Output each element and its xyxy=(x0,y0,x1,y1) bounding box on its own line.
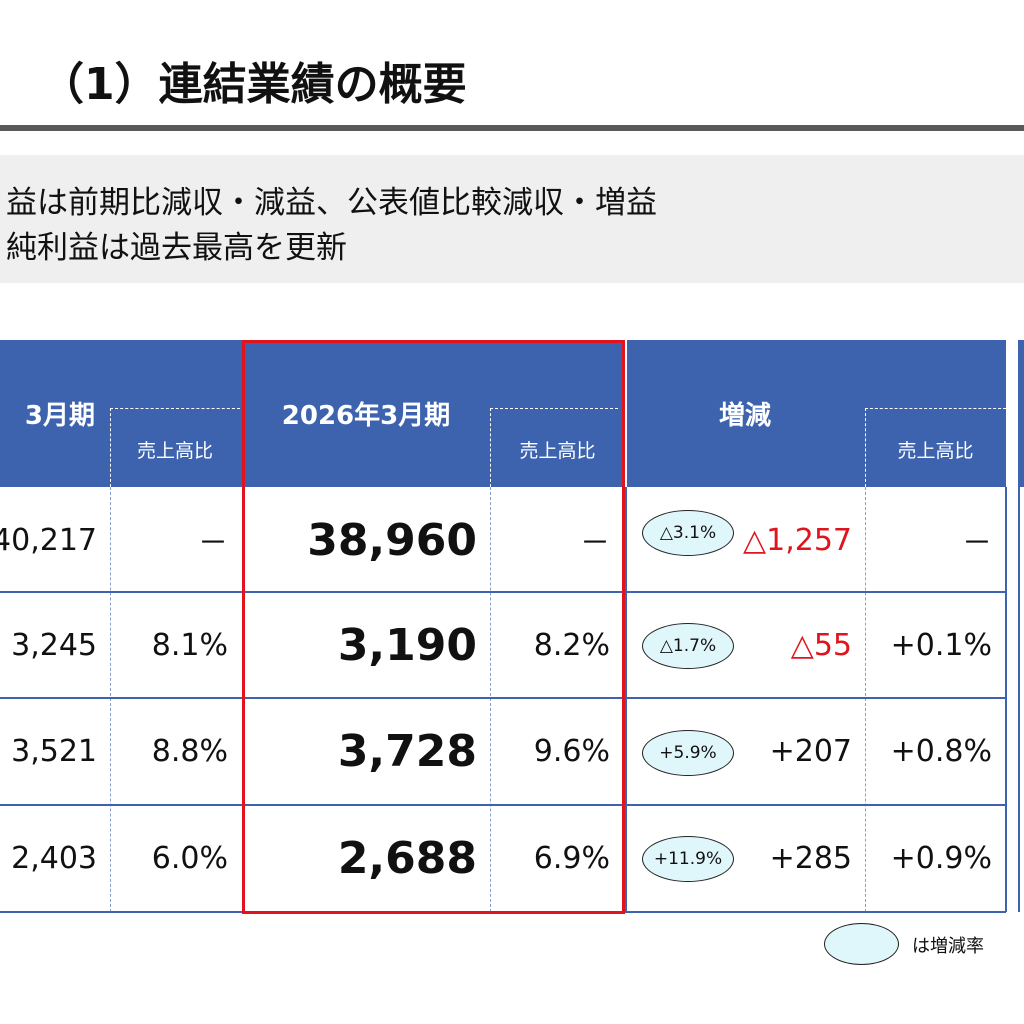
border xyxy=(1005,487,1007,912)
border xyxy=(0,591,1006,593)
header: 売上高比 xyxy=(519,440,596,462)
rate-badge: +5.9% xyxy=(642,730,734,776)
cell: 2,403 xyxy=(11,840,97,876)
summary-line: 純利益は過去最高を更新 xyxy=(6,230,347,266)
divider xyxy=(625,340,627,487)
cell: 6.9% xyxy=(533,840,610,876)
legend-label: は増減率 xyxy=(912,936,984,957)
cell: － xyxy=(198,526,228,561)
cell: － xyxy=(962,526,992,561)
cell: +0.1% xyxy=(890,627,992,663)
header: 売上高比 xyxy=(136,440,213,462)
dash xyxy=(865,487,866,912)
dash xyxy=(865,408,866,487)
cell: － xyxy=(580,526,610,561)
cell: △1,257 xyxy=(743,522,852,558)
cell: +0.8% xyxy=(890,733,992,769)
dash xyxy=(110,487,111,912)
cell: 9.6% xyxy=(533,733,610,769)
border xyxy=(0,697,1006,699)
rate-badge: +11.9% xyxy=(642,836,734,882)
header: 増減 xyxy=(718,401,771,431)
summary-box xyxy=(0,155,1024,283)
border xyxy=(1018,487,1020,912)
rule xyxy=(0,125,1024,131)
cell: +207 xyxy=(769,733,852,769)
border xyxy=(625,487,627,912)
cell: 8.2% xyxy=(533,627,610,663)
header: 売上高比 xyxy=(897,440,974,462)
legend-swatch xyxy=(824,923,899,965)
rate-badge: △3.1% xyxy=(642,510,734,556)
cell: 8.1% xyxy=(151,627,228,663)
cell: 3,245 xyxy=(11,627,97,663)
summary-line: 益は前期比減収・減益、公表値比較減収・増益 xyxy=(6,185,657,221)
cell: 2,688 xyxy=(337,832,477,884)
header: 2026年3月期 xyxy=(281,401,451,431)
cell: △55 xyxy=(790,627,852,663)
cell: 3,190 xyxy=(337,619,477,671)
border xyxy=(0,804,1006,806)
cell: 3,521 xyxy=(11,733,97,769)
dash xyxy=(110,408,111,487)
dash xyxy=(490,487,491,912)
cell: 3,728 xyxy=(337,725,477,777)
cell: 6.0% xyxy=(151,840,228,876)
rate-badge: △1.7% xyxy=(642,623,734,669)
header-band xyxy=(0,340,1006,487)
cell: +0.9% xyxy=(890,840,992,876)
header: 3月期 xyxy=(24,401,95,431)
cell: 8.8% xyxy=(151,733,228,769)
title: （1）連結業績の概要 xyxy=(40,59,467,110)
cell: +285 xyxy=(769,840,852,876)
cell: 40,217 xyxy=(0,522,97,558)
dash xyxy=(490,408,618,409)
cell: 38,960 xyxy=(307,514,477,566)
highlight-box xyxy=(242,340,625,914)
dash xyxy=(110,408,240,409)
dash xyxy=(865,408,1006,409)
dash xyxy=(490,408,491,487)
header-band xyxy=(1018,340,1024,487)
